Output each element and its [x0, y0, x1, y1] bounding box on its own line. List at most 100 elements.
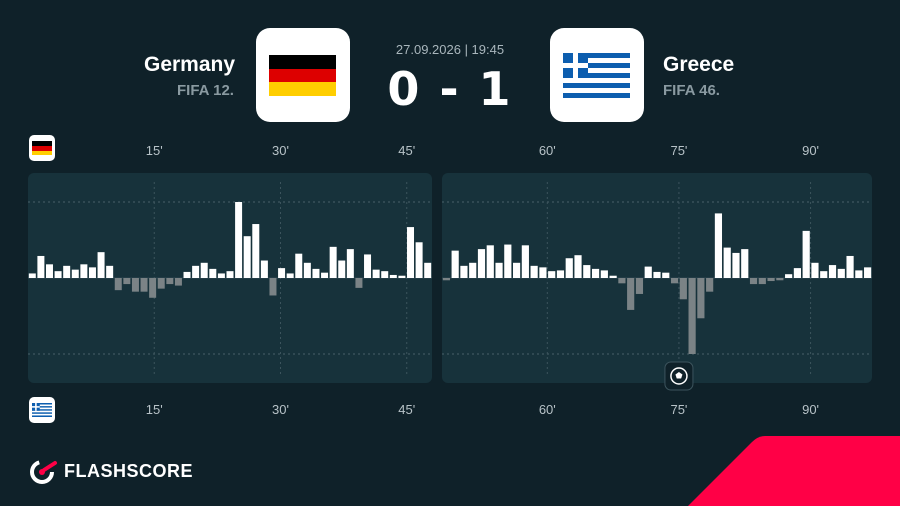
bar-germany[interactable] [346, 249, 354, 278]
bar-germany[interactable] [372, 269, 380, 278]
bar-germany[interactable] [846, 255, 854, 278]
bar-germany[interactable] [785, 274, 793, 278]
bar-germany[interactable] [793, 268, 801, 278]
bar-germany[interactable] [415, 242, 423, 278]
bar-germany[interactable] [45, 264, 53, 278]
bar-germany[interactable] [183, 271, 191, 278]
bar-germany[interactable] [71, 269, 79, 278]
bar-germany[interactable] [54, 271, 62, 278]
bar-germany[interactable] [513, 262, 521, 278]
bar-germany[interactable] [539, 267, 547, 278]
bar-germany[interactable] [556, 270, 565, 278]
bar-germany[interactable] [469, 262, 477, 278]
bar-greece[interactable] [131, 278, 139, 292]
bar-greece[interactable] [706, 278, 714, 292]
bar-germany[interactable] [451, 250, 459, 278]
bar-greece[interactable] [670, 278, 679, 284]
bar-germany[interactable] [235, 202, 243, 278]
bar-germany[interactable] [820, 271, 828, 278]
bar-greece[interactable] [627, 278, 635, 310]
bar-germany[interactable] [424, 262, 432, 278]
bar-germany[interactable] [504, 244, 512, 278]
bar-germany[interactable] [106, 265, 114, 278]
bar-germany[interactable] [243, 236, 251, 278]
bar-germany[interactable] [295, 253, 303, 278]
bar-germany[interactable] [260, 260, 268, 278]
bar-germany[interactable] [381, 271, 389, 278]
bar-germany[interactable] [486, 245, 494, 278]
bar-germany[interactable] [565, 258, 573, 278]
bar-greece[interactable] [157, 278, 165, 289]
bar-germany[interactable] [828, 265, 837, 278]
bar-greece[interactable] [635, 278, 644, 294]
bar-germany[interactable] [338, 260, 346, 278]
bar-germany[interactable] [226, 271, 234, 278]
bar-germany[interactable] [364, 254, 372, 278]
bar-germany[interactable] [37, 255, 45, 278]
bar-greece[interactable] [776, 278, 784, 281]
bar-greece[interactable] [174, 278, 182, 286]
bar-germany[interactable] [855, 270, 863, 278]
bar-greece[interactable] [269, 278, 277, 296]
bar-germany[interactable] [495, 262, 503, 278]
bar-greece[interactable] [166, 278, 174, 285]
bar-germany[interactable] [662, 272, 670, 278]
bar-germany[interactable] [732, 252, 740, 278]
bar-greece[interactable] [123, 278, 131, 285]
bar-greece[interactable] [149, 278, 157, 298]
bar-germany[interactable] [477, 249, 486, 278]
bar-germany[interactable] [714, 213, 723, 278]
bar-greece[interactable] [140, 278, 148, 292]
bar-greece[interactable] [355, 278, 363, 288]
bar-germany[interactable] [321, 272, 329, 278]
bar-germany[interactable] [609, 275, 617, 278]
bar-germany[interactable] [591, 268, 600, 278]
bar-greece[interactable] [114, 278, 122, 291]
bar-greece[interactable] [679, 278, 687, 300]
bar-germany[interactable] [600, 270, 608, 278]
away-team-logo[interactable] [550, 28, 644, 122]
bar-germany[interactable] [574, 255, 582, 278]
bar-germany[interactable] [811, 262, 819, 278]
home-team-logo[interactable] [256, 28, 350, 122]
bar-germany[interactable] [398, 275, 406, 278]
bar-germany[interactable] [548, 271, 556, 278]
bar-germany[interactable] [278, 268, 286, 278]
bar-germany[interactable] [460, 265, 468, 278]
bar-germany[interactable] [837, 268, 845, 278]
away-team-name[interactable]: Greece [663, 53, 735, 76]
bar-germany[interactable] [312, 268, 320, 278]
bar-germany[interactable] [303, 262, 311, 278]
bar-germany[interactable] [644, 266, 652, 278]
bar-germany[interactable] [200, 262, 208, 278]
bar-germany[interactable] [209, 268, 217, 278]
bar-greece[interactable] [758, 278, 766, 285]
bar-germany[interactable] [741, 249, 749, 278]
bar-germany[interactable] [80, 264, 88, 278]
bar-germany[interactable] [389, 274, 397, 278]
bar-greece[interactable] [749, 278, 758, 285]
bar-germany[interactable] [864, 267, 872, 278]
bar-germany[interactable] [530, 265, 538, 278]
home-team-name[interactable]: Germany [144, 53, 236, 76]
bar-greece[interactable] [697, 278, 705, 319]
bar-germany[interactable] [63, 265, 71, 278]
goal-marker[interactable] [664, 361, 694, 391]
bar-germany[interactable] [192, 265, 200, 278]
bar-germany[interactable] [653, 271, 661, 278]
bar-germany[interactable] [252, 224, 260, 278]
bar-greece[interactable] [618, 278, 626, 284]
bar-greece[interactable] [767, 278, 775, 282]
bar-germany[interactable] [88, 267, 96, 278]
bar-germany[interactable] [286, 273, 294, 278]
bar-greece[interactable] [442, 278, 450, 281]
bar-germany[interactable] [329, 246, 337, 278]
bar-germany[interactable] [583, 265, 591, 278]
bar-germany[interactable] [28, 273, 36, 278]
bar-germany[interactable] [723, 247, 731, 278]
bar-germany[interactable] [97, 252, 105, 278]
bar-greece[interactable] [688, 278, 696, 354]
bar-germany[interactable] [407, 227, 415, 278]
bar-germany[interactable] [217, 273, 225, 278]
bar-germany[interactable] [802, 230, 810, 278]
